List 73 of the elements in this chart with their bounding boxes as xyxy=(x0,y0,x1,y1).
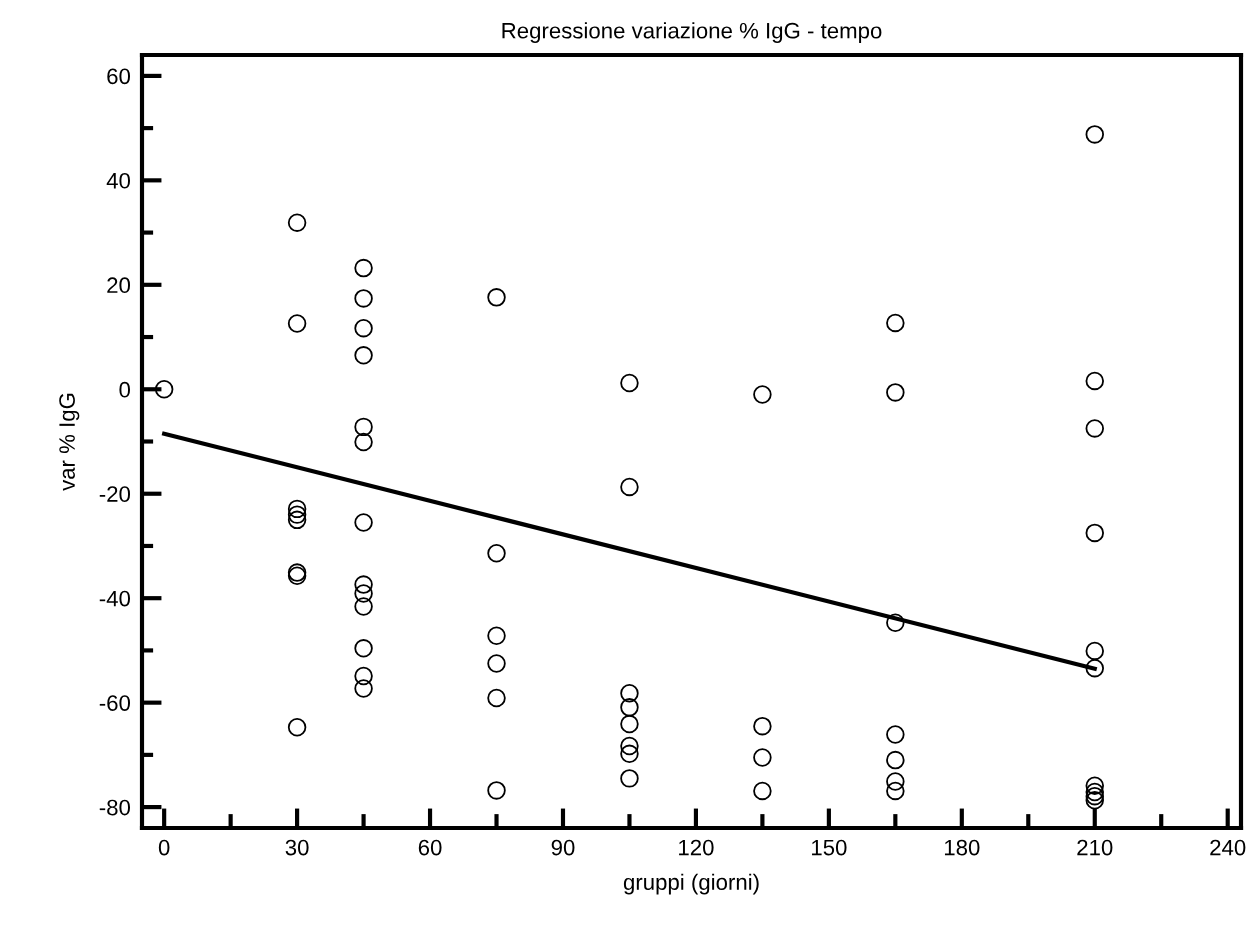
y-tick-label: 60 xyxy=(107,68,131,85)
y-tick-label: 40 xyxy=(106,172,131,189)
point xyxy=(354,639,373,658)
x-tick-label: 30 xyxy=(285,839,309,856)
point xyxy=(487,688,506,708)
point xyxy=(354,258,373,278)
point xyxy=(354,318,373,338)
point xyxy=(287,314,307,333)
point xyxy=(287,213,307,232)
point xyxy=(354,597,373,616)
point xyxy=(487,626,506,646)
x-tick-label: 240 xyxy=(1210,839,1246,856)
y-tick-label: -20 xyxy=(99,486,131,502)
point xyxy=(1085,776,1105,795)
x-tick-label: 150 xyxy=(812,839,847,856)
point xyxy=(753,385,772,404)
point xyxy=(487,544,506,563)
point xyxy=(620,373,639,393)
point xyxy=(620,744,639,764)
point xyxy=(1085,523,1105,543)
chart-title: Regressione variazione % IgG - tempo xyxy=(502,22,882,43)
point xyxy=(287,717,307,737)
y-tick-label: -40 xyxy=(99,590,131,607)
point xyxy=(354,513,373,532)
point xyxy=(620,736,639,756)
point xyxy=(287,510,307,530)
point xyxy=(354,666,373,686)
point xyxy=(753,781,772,801)
point xyxy=(1085,419,1105,438)
y-tick-label: 0 xyxy=(119,381,131,398)
point xyxy=(354,679,373,698)
x-tick-label: 120 xyxy=(679,839,714,856)
point xyxy=(620,714,639,734)
point xyxy=(1085,791,1105,810)
point xyxy=(287,505,307,524)
x-tick-label: 60 xyxy=(418,839,442,856)
point xyxy=(886,725,905,744)
point xyxy=(886,383,905,402)
point xyxy=(753,748,772,767)
point xyxy=(287,499,307,519)
point xyxy=(1085,658,1105,678)
y-axis-title: var % IgG xyxy=(59,393,80,491)
point xyxy=(886,313,905,333)
x-axis-title: gruppi (giorni) xyxy=(623,873,759,895)
point xyxy=(886,772,905,791)
point xyxy=(487,781,506,800)
point xyxy=(1085,371,1105,391)
x-tick-label: 180 xyxy=(944,839,980,856)
point xyxy=(1085,641,1105,661)
point xyxy=(354,289,373,308)
x-tick-label: 90 xyxy=(551,839,575,856)
point xyxy=(1085,125,1105,144)
point xyxy=(354,346,373,365)
point xyxy=(886,750,905,770)
y-tick-label: 20 xyxy=(107,277,131,294)
point xyxy=(487,654,506,673)
point xyxy=(620,477,639,497)
y-tick-label: -60 xyxy=(99,695,131,711)
point xyxy=(354,584,373,603)
point xyxy=(753,716,772,736)
point xyxy=(886,781,905,801)
point xyxy=(886,613,905,632)
x-tick-label: 210 xyxy=(1077,839,1113,856)
point xyxy=(620,769,639,788)
point xyxy=(354,417,373,437)
point xyxy=(620,698,639,717)
y-tick-label: -80 xyxy=(99,799,131,816)
point xyxy=(354,575,373,594)
x-tick-label: 0 xyxy=(158,839,170,856)
point xyxy=(154,380,174,399)
point xyxy=(620,684,639,703)
point xyxy=(487,288,506,307)
point xyxy=(354,432,373,452)
